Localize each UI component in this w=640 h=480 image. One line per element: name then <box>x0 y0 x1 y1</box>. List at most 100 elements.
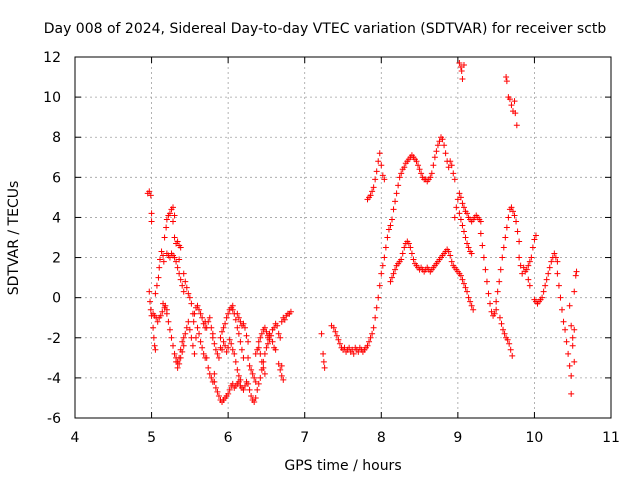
data-point <box>382 244 389 251</box>
data-point <box>460 204 467 211</box>
data-point <box>237 376 244 383</box>
data-point <box>457 216 464 223</box>
data-point <box>226 386 233 393</box>
data-point <box>370 324 377 331</box>
data-point <box>258 330 265 337</box>
data-point <box>174 364 181 371</box>
data-point <box>366 338 373 345</box>
data-point <box>220 324 227 331</box>
data-point <box>434 142 441 149</box>
x-tick-label: 11 <box>602 430 620 446</box>
data-point <box>197 338 204 345</box>
data-point <box>275 330 282 337</box>
data-point <box>514 228 521 235</box>
data-point <box>240 386 247 393</box>
data-point <box>159 308 166 315</box>
data-point <box>516 238 523 245</box>
data-point <box>229 346 236 353</box>
data-point <box>235 314 242 321</box>
data-point <box>408 250 415 257</box>
data-point <box>214 350 221 357</box>
data-point <box>491 310 498 317</box>
data-point <box>208 324 215 331</box>
data-point <box>177 276 184 283</box>
data-point <box>261 324 268 331</box>
data-point <box>482 266 489 273</box>
data-point <box>264 334 271 341</box>
data-point <box>146 188 153 195</box>
data-point <box>460 228 467 235</box>
data-point <box>211 378 218 385</box>
data-point <box>445 164 452 171</box>
data-point <box>456 190 463 197</box>
data-point <box>251 398 258 405</box>
data-point <box>200 350 207 357</box>
data-point <box>196 306 203 313</box>
data-point <box>439 136 446 143</box>
data-point <box>252 378 259 385</box>
data-point <box>147 192 154 199</box>
data-point <box>565 350 572 357</box>
data-point <box>277 366 284 373</box>
data-point <box>480 254 487 261</box>
data-point <box>390 270 397 277</box>
data-point <box>275 360 282 367</box>
data-point <box>504 336 511 343</box>
data-point <box>199 344 206 351</box>
data-point <box>176 360 183 367</box>
data-point <box>278 362 285 369</box>
data-point <box>462 284 469 291</box>
data-point <box>194 324 201 331</box>
data-point <box>173 258 180 265</box>
data-point <box>260 358 267 365</box>
data-point <box>558 306 565 313</box>
data-point <box>237 318 244 325</box>
data-point <box>519 270 526 277</box>
data-point <box>467 298 474 305</box>
data-point <box>199 314 206 321</box>
data-point <box>161 234 168 241</box>
data-point <box>457 64 464 71</box>
data-point <box>372 176 379 183</box>
data-point <box>252 394 259 401</box>
data-point <box>554 258 561 265</box>
data-point <box>249 370 256 377</box>
data-point <box>364 342 371 349</box>
data-point <box>503 224 510 231</box>
data-point <box>399 250 406 257</box>
data-point <box>531 236 538 243</box>
data-point <box>464 240 471 247</box>
data-point <box>197 310 204 317</box>
data-point <box>436 138 443 145</box>
data-point <box>192 334 199 341</box>
data-point <box>165 318 172 325</box>
data-point <box>258 366 265 373</box>
data-point <box>179 282 186 289</box>
data-point <box>462 234 469 241</box>
data-point <box>499 254 506 261</box>
data-point <box>447 252 454 259</box>
data-point <box>566 362 573 369</box>
data-point <box>487 300 494 307</box>
data-point <box>171 212 178 219</box>
data-point <box>401 244 408 251</box>
data-point <box>177 354 184 361</box>
data-point <box>154 318 161 325</box>
data-point <box>171 350 178 357</box>
data-point <box>152 290 159 297</box>
data-point <box>555 282 562 289</box>
data-point <box>513 122 520 129</box>
data-point <box>450 170 457 177</box>
data-point <box>384 234 391 241</box>
data-point <box>274 322 281 329</box>
data-point <box>506 96 513 103</box>
data-point <box>407 244 414 251</box>
data-point <box>378 270 385 277</box>
data-point <box>375 158 382 165</box>
data-point <box>498 320 505 327</box>
data-point <box>459 222 466 229</box>
data-point <box>268 332 275 339</box>
data-point <box>571 288 578 295</box>
data-point <box>174 238 181 245</box>
data-point <box>542 282 549 289</box>
